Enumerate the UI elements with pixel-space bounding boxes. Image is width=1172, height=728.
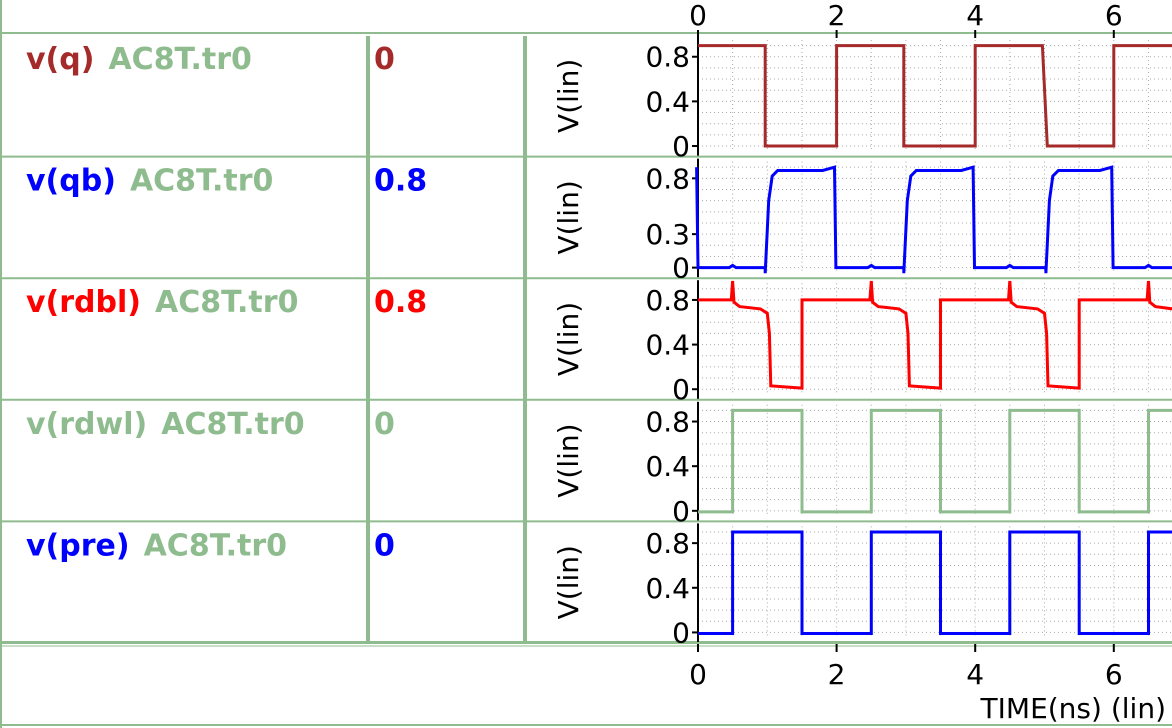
top-x-tick-label: 0 — [689, 0, 707, 32]
y-axis-label: V(lin) — [552, 545, 585, 619]
x-axis-label: TIME(ns) (lin) — [980, 692, 1166, 725]
signal-name[interactable]: v(rdbl) AC8T.tr0 — [26, 285, 298, 320]
signal-panel-vq[interactable]: v(q) AC8T.tr0 0 V(lin) 0.8 0.4 0 — [0, 37, 1172, 163]
y-tick-label: 0.4 — [645, 450, 690, 483]
bottom-x-tick-label: 0 — [689, 658, 707, 691]
y-tick-label: 0.8 — [645, 406, 690, 439]
signal-name-text: v(qb) — [26, 164, 116, 199]
waveform-trace — [698, 530, 1172, 635]
signal-panel-vrdbl[interactable]: v(rdbl) AC8T.tr0 0.8 V(lin) 0.8 0.4 0 — [0, 280, 1172, 406]
signal-panel-vqb[interactable]: v(qb) AC8T.tr0 0.8 V(lin) 0.8 0.30 — [0, 158, 1172, 285]
signal-name[interactable]: v(rdwl) AC8T.tr0 — [26, 407, 305, 442]
signal-name-text: v(rdbl) — [26, 285, 141, 320]
waveform-trace — [698, 44, 1172, 148]
signal-file-text: AC8T.tr0 — [144, 528, 287, 563]
bottom-x-tick-label: 6 — [1105, 658, 1123, 691]
bottom-time-axis: 0 2 4 6 — [689, 642, 1123, 691]
signal-value: 0.8 — [374, 285, 427, 320]
y-tick-label: 0.8 — [645, 527, 690, 560]
y-tick-label: 0.4 — [645, 329, 690, 362]
signal-file-text: AC8T.tr0 — [161, 407, 304, 442]
y-tick-label: 0 — [672, 130, 690, 163]
signal-file-text: AC8T.tr0 — [108, 42, 251, 77]
top-time-axis: 0 2 4 6 — [689, 0, 1123, 38]
signal-value: 0 — [374, 407, 395, 442]
y-axis-label: V(lin) — [552, 59, 585, 133]
signal-file-text: AC8T.tr0 — [155, 285, 298, 320]
bottom-x-tick-label: 4 — [966, 658, 984, 691]
y-tick-label: 0 — [672, 252, 690, 285]
signal-name[interactable]: v(pre) AC8T.tr0 — [26, 528, 287, 563]
y-tick-label: 0.4 — [645, 85, 690, 118]
signal-value: 0.8 — [374, 164, 427, 199]
signal-panel-vrdwl[interactable]: v(rdwl) AC8T.tr0 0 V(lin) 0.8 0.4 0 — [0, 401, 1172, 528]
signal-name[interactable]: v(qb) AC8T.tr0 — [26, 164, 273, 199]
y-tick-label: 0.8 — [645, 284, 690, 317]
waveform-trace — [695, 165, 1172, 274]
y-tick-label: 0 — [672, 373, 690, 406]
y-tick-label: 0.8 — [645, 41, 690, 74]
top-x-tick-label: 4 — [966, 0, 984, 32]
signal-name-text: v(rdwl) — [26, 407, 147, 442]
signal-value: 0 — [374, 528, 395, 563]
signal-panels: v(q) AC8T.tr0 0 V(lin) 0.8 0.4 0 v(qb) AC8T.tr0 0… — [0, 37, 1172, 649]
top-x-tick-label: 2 — [828, 0, 846, 32]
waveform-trace — [698, 408, 1172, 514]
y-tick-label: 0.4 — [645, 572, 690, 605]
signal-name-text: v(pre) — [26, 528, 130, 563]
signal-panel-vpre[interactable]: v(pre) AC8T.tr0 0 V(lin) 0.8 0.4 0 — [0, 523, 1172, 649]
y-axis-label: V(lin) — [552, 302, 585, 376]
bottom-x-tick-label: 2 — [828, 658, 846, 691]
y-axis-label: V(lin) — [552, 180, 585, 254]
signal-file-text: AC8T.tr0 — [130, 164, 273, 199]
signal-name-text: v(q) — [26, 42, 94, 77]
y-axis-label: V(lin) — [552, 423, 585, 497]
signal-value: 0 — [374, 42, 395, 77]
y-tick-label: 0 — [672, 616, 690, 649]
signal-name[interactable]: v(q) AC8T.tr0 — [26, 42, 252, 77]
top-x-tick-label: 6 — [1105, 0, 1123, 32]
y-tick-label: 0.3 — [645, 218, 690, 251]
y-tick-label: 0.8 — [645, 162, 690, 195]
waveform-trace — [698, 280, 1172, 390]
y-tick-label: 0 — [672, 495, 690, 528]
